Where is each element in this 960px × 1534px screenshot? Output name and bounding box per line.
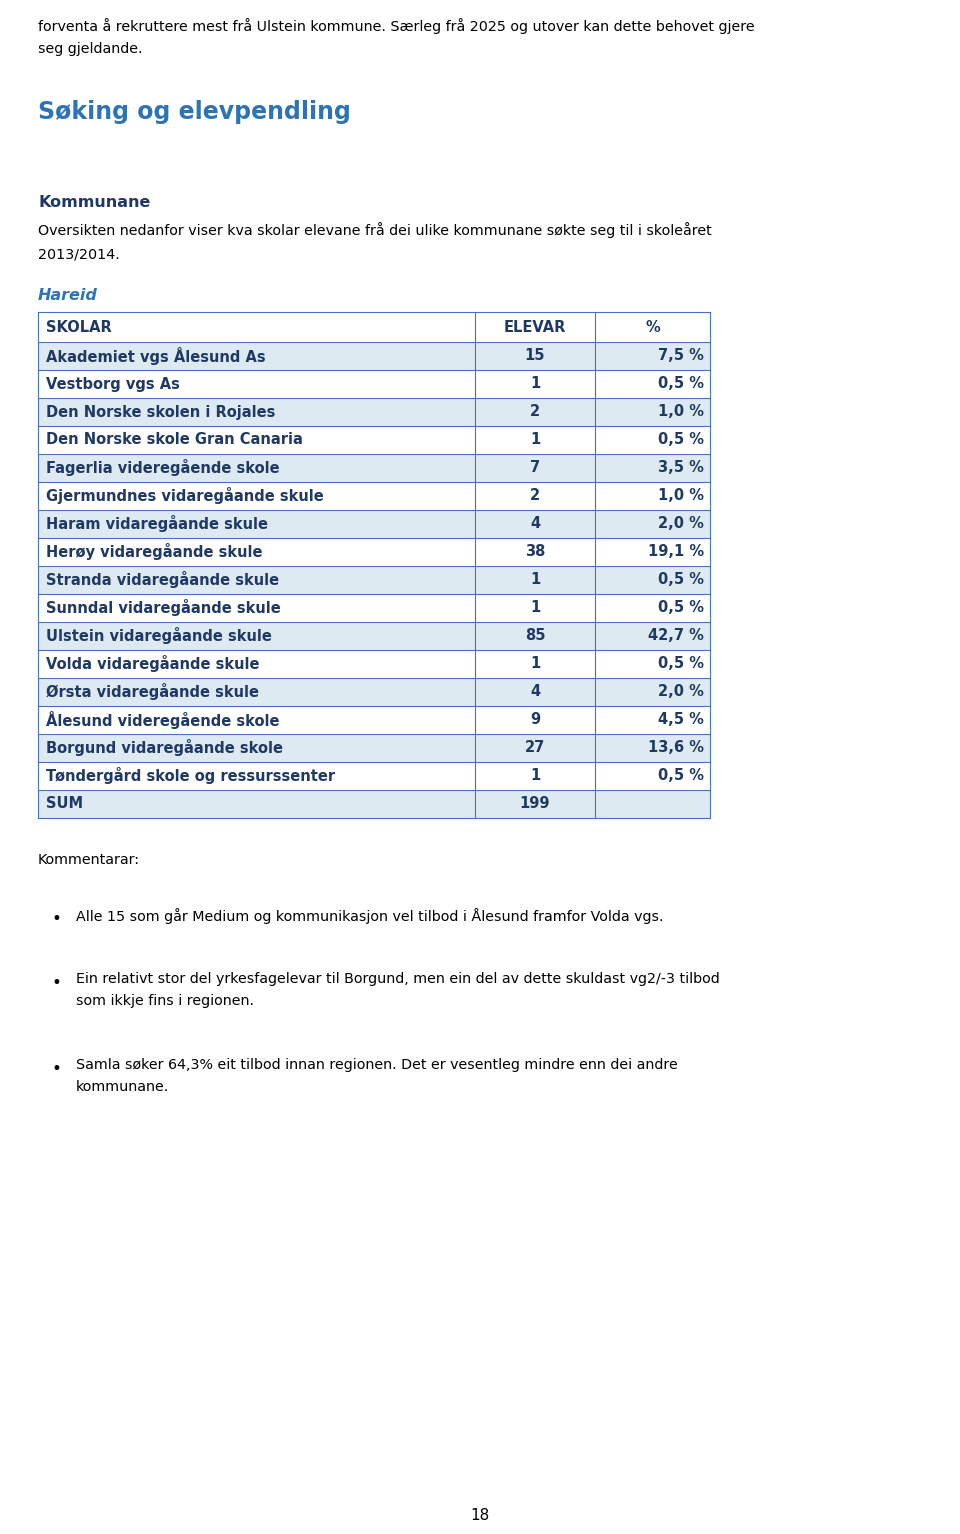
Bar: [38, 621, 710, 650]
Text: 38: 38: [525, 545, 545, 560]
Text: 2,0 %: 2,0 %: [659, 517, 704, 531]
Text: forventa å rekruttere mest frå Ulstein kommune. Særleg frå 2025 og utover kan de: forventa å rekruttere mest frå Ulstein k…: [38, 18, 755, 34]
Text: Gjermundnes vidaregåande skule: Gjermundnes vidaregåande skule: [46, 488, 324, 505]
Text: Oversikten nedanfor viser kva skolar elevane frå dei ulike kommunane søkte seg t: Oversikten nedanfor viser kva skolar ele…: [38, 222, 711, 238]
Bar: [38, 426, 710, 454]
Text: Ålesund videregående skole: Ålesund videregående skole: [46, 710, 279, 729]
Text: 3,5 %: 3,5 %: [659, 460, 704, 476]
Text: Den Norske skole Gran Canaria: Den Norske skole Gran Canaria: [46, 433, 302, 448]
Text: 0,5 %: 0,5 %: [658, 600, 704, 615]
Text: •: •: [51, 974, 60, 992]
Bar: [38, 566, 710, 594]
Bar: [38, 311, 710, 342]
Text: 7,5 %: 7,5 %: [659, 348, 704, 364]
Text: 199: 199: [519, 796, 550, 811]
Text: Kommunane: Kommunane: [38, 195, 151, 210]
Text: 1: 1: [530, 433, 540, 448]
Bar: [38, 790, 710, 818]
Bar: [38, 706, 710, 733]
Bar: [38, 342, 710, 370]
Text: 18: 18: [470, 1508, 490, 1523]
Text: 2: 2: [530, 488, 540, 503]
Text: Borgund vidaregåande skole: Borgund vidaregåande skole: [46, 739, 283, 756]
Text: %: %: [645, 319, 660, 334]
Text: 1: 1: [530, 769, 540, 784]
Text: ELEVAR: ELEVAR: [504, 319, 566, 334]
Text: •: •: [51, 1060, 60, 1078]
Bar: [38, 678, 710, 706]
Bar: [38, 482, 710, 509]
Text: Den Norske skolen i Rojales: Den Norske skolen i Rojales: [46, 405, 276, 419]
Text: 4: 4: [530, 517, 540, 531]
Bar: [38, 370, 710, 397]
Text: Haram vidaregåande skule: Haram vidaregåande skule: [46, 515, 268, 532]
Text: 1: 1: [530, 600, 540, 615]
Text: Ein relativt stor del yrkesfagelevar til Borgund, men ein del av dette skuldast : Ein relativt stor del yrkesfagelevar til…: [76, 973, 720, 986]
Text: 4: 4: [530, 684, 540, 700]
Text: 85: 85: [525, 629, 545, 643]
Text: Stranda vidaregåande skule: Stranda vidaregåande skule: [46, 572, 279, 589]
Text: Vestborg vgs As: Vestborg vgs As: [46, 376, 180, 391]
Text: SKOLAR: SKOLAR: [46, 319, 111, 334]
Text: 0,5 %: 0,5 %: [658, 657, 704, 672]
Text: Tøndergård skole og ressurssenter: Tøndergård skole og ressurssenter: [46, 767, 335, 784]
Text: SUM: SUM: [46, 796, 84, 811]
Bar: [38, 594, 710, 621]
Text: 15: 15: [525, 348, 545, 364]
Bar: [38, 454, 710, 482]
Text: 2013/2014.: 2013/2014.: [38, 247, 120, 261]
Text: 9: 9: [530, 712, 540, 727]
Text: 1,0 %: 1,0 %: [658, 488, 704, 503]
Text: Ørsta vidaregåande skule: Ørsta vidaregåande skule: [46, 684, 259, 701]
Text: Akademiet vgs Ålesund As: Akademiet vgs Ålesund As: [46, 347, 266, 365]
Text: som ikkje fins i regionen.: som ikkje fins i regionen.: [76, 994, 254, 1008]
Bar: [38, 397, 710, 426]
Text: 2,0 %: 2,0 %: [659, 684, 704, 700]
Text: 4,5 %: 4,5 %: [659, 712, 704, 727]
Text: Alle 15 som går Medium og kommunikasjon vel tilbod i Ålesund framfor Volda vgs.: Alle 15 som går Medium og kommunikasjon …: [76, 908, 663, 923]
Text: Sunndal vidaregåande skule: Sunndal vidaregåande skule: [46, 600, 280, 617]
Text: 0,5 %: 0,5 %: [658, 376, 704, 391]
Text: Fagerlia videregående skole: Fagerlia videregående skole: [46, 460, 279, 477]
Text: 0,5 %: 0,5 %: [658, 572, 704, 588]
Text: 27: 27: [525, 741, 545, 756]
Text: 42,7 %: 42,7 %: [648, 629, 704, 643]
Bar: [38, 650, 710, 678]
Text: •: •: [51, 910, 60, 928]
Text: 1,0 %: 1,0 %: [658, 405, 704, 419]
Text: kommunane.: kommunane.: [76, 1080, 169, 1094]
Text: 13,6 %: 13,6 %: [648, 741, 704, 756]
Text: Herøy vidaregåande skule: Herøy vidaregåande skule: [46, 543, 262, 560]
Bar: [38, 509, 710, 538]
Text: Volda vidaregåande skule: Volda vidaregåande skule: [46, 655, 259, 672]
Text: 1: 1: [530, 376, 540, 391]
Text: 7: 7: [530, 460, 540, 476]
Text: 0,5 %: 0,5 %: [658, 769, 704, 784]
Text: Søking og elevpendling: Søking og elevpendling: [38, 100, 350, 124]
Text: 19,1 %: 19,1 %: [648, 545, 704, 560]
Text: Hareid: Hareid: [38, 288, 98, 304]
Bar: [38, 733, 710, 762]
Bar: [38, 538, 710, 566]
Text: 0,5 %: 0,5 %: [658, 433, 704, 448]
Bar: [38, 762, 710, 790]
Text: Kommentarar:: Kommentarar:: [38, 853, 140, 867]
Text: 2: 2: [530, 405, 540, 419]
Text: Ulstein vidaregåande skule: Ulstein vidaregåande skule: [46, 627, 272, 644]
Text: 1: 1: [530, 572, 540, 588]
Text: 1: 1: [530, 657, 540, 672]
Text: Samla søker 64,3% eit tilbod innan regionen. Det er vesentleg mindre enn dei and: Samla søker 64,3% eit tilbod innan regio…: [76, 1058, 678, 1072]
Text: seg gjeldande.: seg gjeldande.: [38, 41, 142, 57]
